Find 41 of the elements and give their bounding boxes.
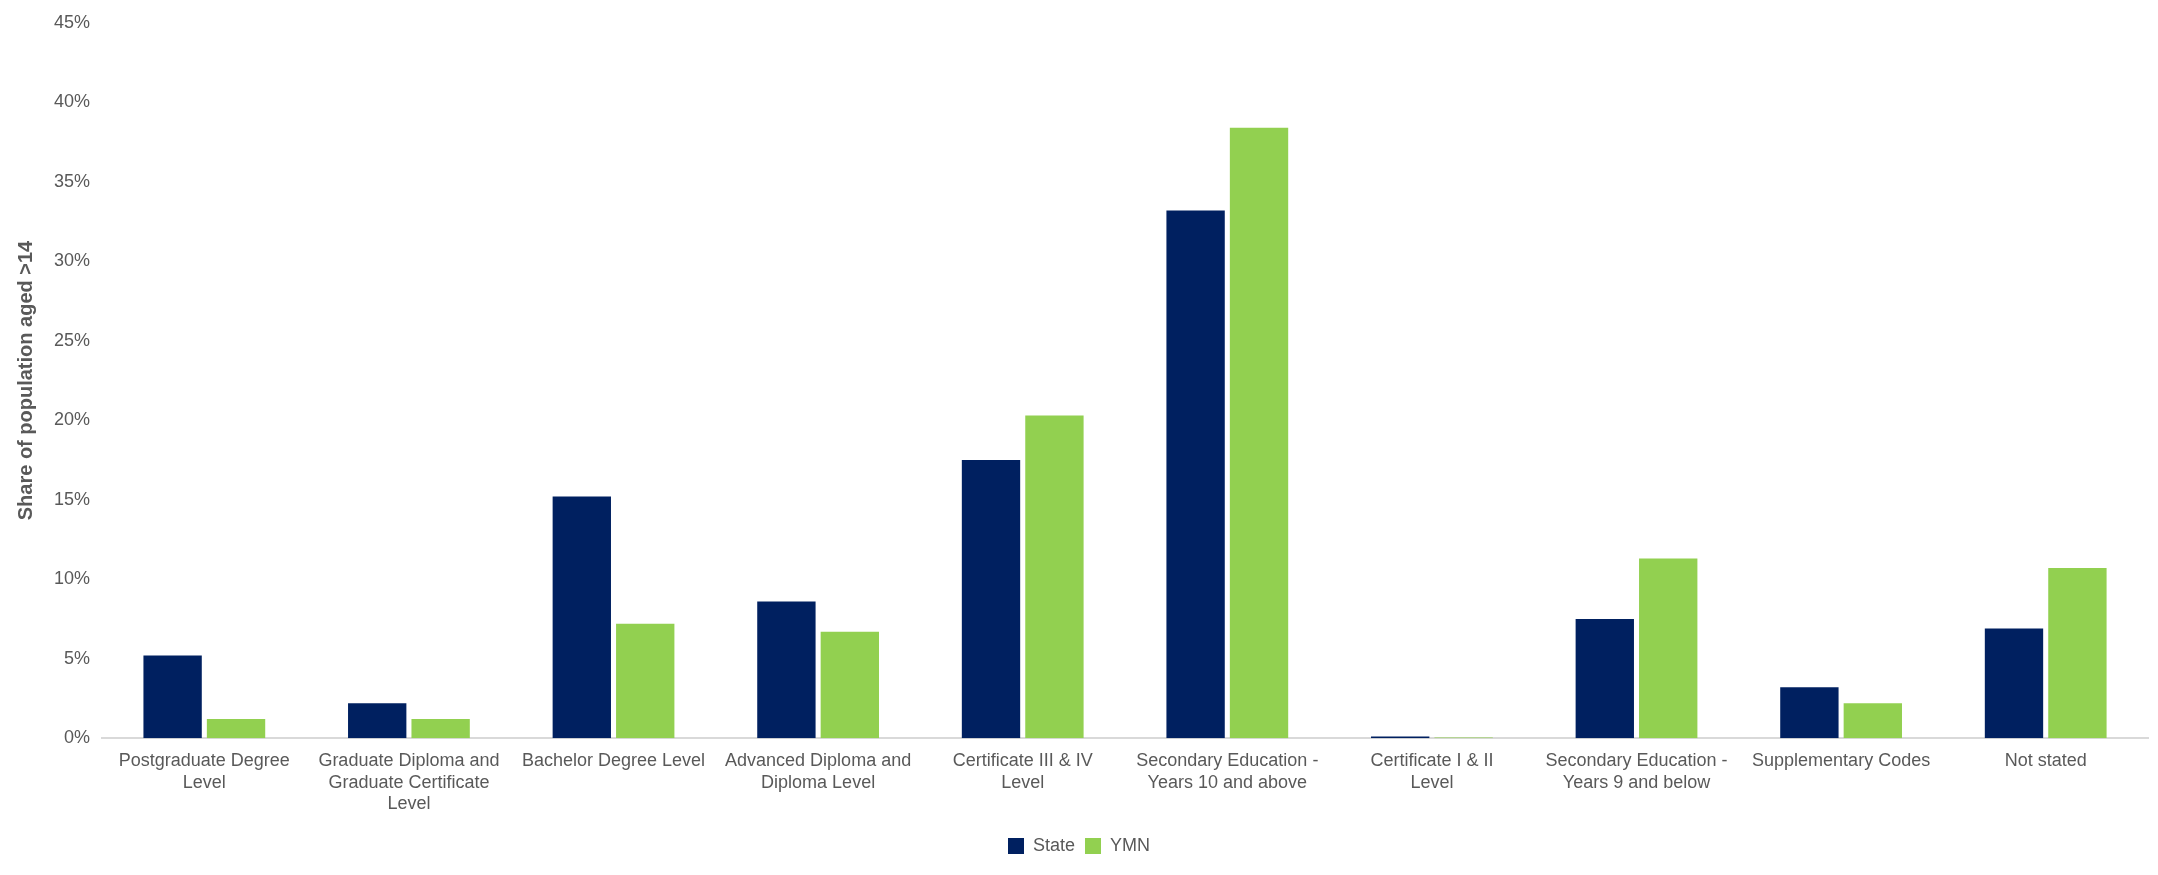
x-tick-label: Advanced Diploma and Diploma Level xyxy=(725,749,912,792)
bar xyxy=(552,496,611,739)
bar xyxy=(2048,568,2107,739)
y-tick-label: 30% xyxy=(54,250,91,271)
bar xyxy=(1639,558,1698,739)
y-axis-title: Share of population aged >14 xyxy=(13,239,36,521)
bar xyxy=(961,459,1021,739)
x-tick-label: Certificate I & II Level xyxy=(1370,749,1494,792)
bar xyxy=(143,655,202,739)
bar xyxy=(206,719,266,739)
y-tick-label: 0% xyxy=(64,727,91,748)
y-tick-label: 45% xyxy=(54,11,91,32)
bar xyxy=(1984,628,2044,739)
bar xyxy=(1843,703,1902,739)
bar xyxy=(1025,415,1084,739)
bar xyxy=(1780,687,1839,739)
bar xyxy=(616,623,675,739)
x-tick-label: Bachelor Degree Level xyxy=(521,749,706,770)
bar xyxy=(1166,210,1225,739)
x-tick-label: Supplementary Codes xyxy=(1752,749,1931,770)
y-tick-label: 25% xyxy=(54,329,91,350)
legend-label: State xyxy=(1032,834,1076,855)
bar xyxy=(757,601,816,739)
bar xyxy=(820,631,880,739)
bar xyxy=(348,703,407,739)
x-tick-label: Secondary Education - Years 10 and above xyxy=(1136,749,1319,792)
y-tick-label: 35% xyxy=(54,170,91,191)
x-tick-label: Not stated xyxy=(2004,749,2087,770)
x-tick-label: Graduate Diploma and Graduate Certificate Level xyxy=(318,749,500,814)
legend-label: YMN xyxy=(1110,834,1151,855)
y-tick-label: 15% xyxy=(54,488,91,509)
bar xyxy=(1575,618,1634,739)
y-tick-label: 10% xyxy=(54,568,91,589)
bar xyxy=(1229,127,1289,739)
x-tick-label: Postgraduate Degree Level xyxy=(118,749,290,792)
y-tick-label: 5% xyxy=(64,647,91,668)
x-tick-label: Certificate III & IV Level xyxy=(952,749,1093,792)
bar xyxy=(411,719,470,739)
y-tick-label: 40% xyxy=(54,91,91,112)
y-tick-label: 20% xyxy=(54,409,91,430)
x-tick-label: Secondary Education - Years 9 and below xyxy=(1545,749,1728,792)
